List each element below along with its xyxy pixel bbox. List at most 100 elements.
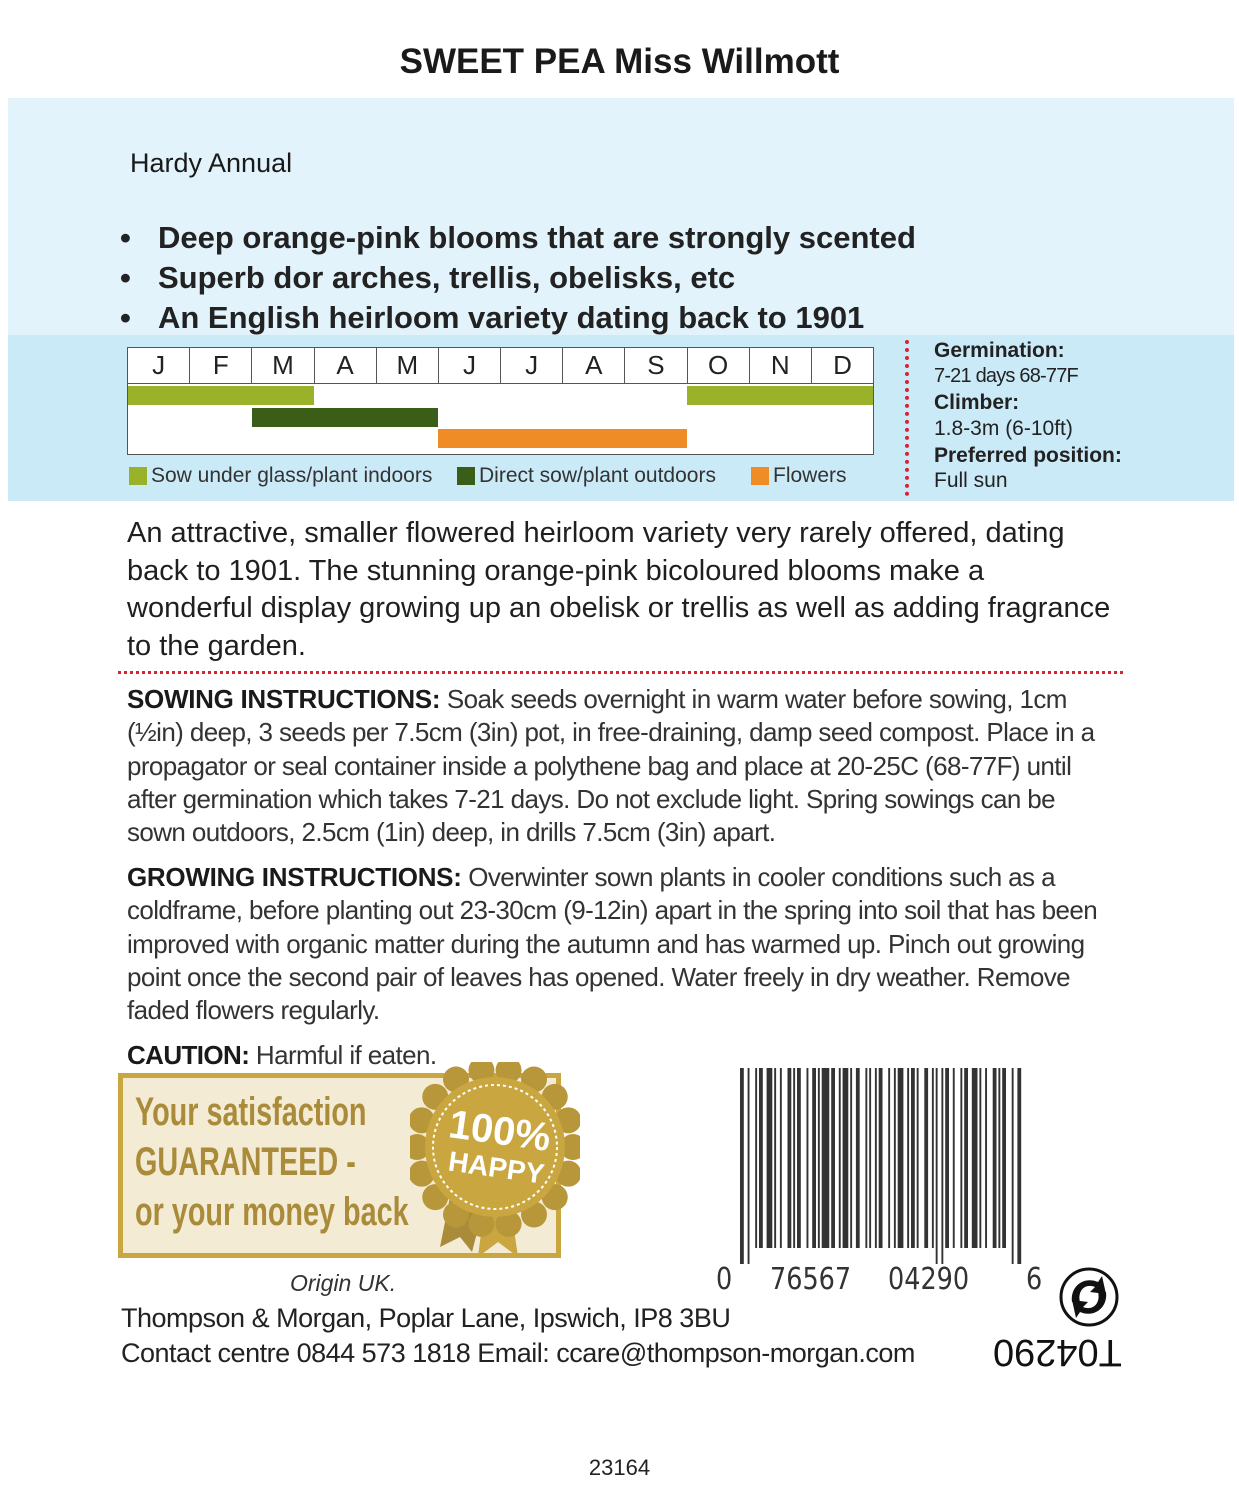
calendar-month: M bbox=[377, 348, 439, 383]
bullet-item: • An English heirloom variety dating back… bbox=[120, 300, 865, 335]
calendar-month: S bbox=[625, 348, 688, 383]
plant-type: Hardy Annual bbox=[130, 148, 293, 178]
barcode-bar bbox=[960, 1068, 963, 1248]
caution-label: CAUTION: bbox=[127, 1040, 250, 1070]
calendar-bar-sow_indoors bbox=[128, 386, 315, 405]
product-code: T04290 bbox=[993, 1331, 1122, 1373]
calendar-month: J bbox=[501, 348, 564, 383]
barcode-bar bbox=[747, 1068, 750, 1264]
barcode-bar bbox=[774, 1068, 777, 1248]
barcode-bar bbox=[1011, 1068, 1014, 1264]
calendar-month: J bbox=[128, 348, 191, 383]
bullet-text: An English heirloom variety dating back … bbox=[158, 300, 865, 335]
caution: CAUTION: Harmful if eaten. bbox=[127, 1040, 437, 1071]
product-title: SWEET PEA Miss Willmott bbox=[399, 42, 840, 81]
calendar-month: F bbox=[190, 348, 253, 383]
climber-value: 1.8-3m (6-10ft) bbox=[934, 417, 1073, 440]
legend-label: Direct sow/plant outdoors bbox=[479, 464, 716, 487]
calendar-month: A bbox=[315, 348, 377, 383]
guarantee-line: Your satisfaction bbox=[135, 1090, 367, 1134]
barcode-bar bbox=[979, 1068, 982, 1248]
guarantee-line: GUARANTEED - bbox=[135, 1140, 356, 1184]
barcode-bar bbox=[1002, 1068, 1006, 1248]
barcode-bar bbox=[759, 1068, 763, 1248]
header-band bbox=[8, 98, 1234, 335]
barcode-bar bbox=[838, 1068, 841, 1248]
barcode-bar bbox=[952, 1068, 955, 1248]
barcode-bar bbox=[888, 1068, 891, 1248]
barcode-bar bbox=[855, 1068, 860, 1248]
barcode-digit: 0 bbox=[716, 1262, 733, 1297]
legend-swatch bbox=[129, 467, 147, 485]
caution-text: Harmful if eaten. bbox=[249, 1040, 437, 1070]
barcode-bar bbox=[787, 1068, 792, 1248]
barcode-bar bbox=[793, 1068, 796, 1248]
barcode bbox=[740, 1068, 1022, 1264]
barcode-bar bbox=[779, 1068, 782, 1248]
barcode-bar bbox=[931, 1068, 934, 1248]
calendar-bar-flowers bbox=[438, 429, 687, 448]
position-value: Full sun bbox=[934, 469, 1008, 492]
calendar-month: J bbox=[439, 348, 502, 383]
germination-label: Germination: bbox=[934, 339, 1065, 362]
company-address: Thompson & Morgan, Poplar Lane, Ipswich,… bbox=[121, 1303, 731, 1333]
reference-number: 23164 bbox=[588, 1455, 651, 1480]
calendar-month: M bbox=[252, 348, 315, 383]
barcode-bar bbox=[924, 1068, 929, 1248]
barcode-bar bbox=[869, 1068, 872, 1248]
bullet-item: • Superb dor arches, trellis, obelisks, e… bbox=[120, 260, 736, 295]
barcode-bar bbox=[874, 1068, 877, 1248]
growing-instructions: GROWING INSTRUCTIONS: Overwinter sown pl… bbox=[127, 861, 1112, 1027]
sowing-label: SOWING INSTRUCTIONS: bbox=[127, 684, 441, 714]
guarantee-line: or your money back bbox=[135, 1190, 409, 1234]
barcode-bar bbox=[941, 1068, 944, 1264]
legend-sow-outdoors: Direct sow/plant outdoors bbox=[457, 464, 716, 488]
description: An attractive, smaller flowered heirloom… bbox=[127, 517, 1111, 662]
calendar-month: O bbox=[688, 348, 750, 383]
green-dot-recycle-icon bbox=[1059, 1267, 1119, 1327]
barcode-bar bbox=[878, 1068, 883, 1248]
barcode-digit: 76567 bbox=[770, 1262, 852, 1297]
sowing-text: Soak seeds overnight in warm water befor… bbox=[127, 684, 1095, 848]
barcode-bar bbox=[850, 1068, 853, 1248]
sowing-instructions: SOWING INSTRUCTIONS: Soak seeds overnigh… bbox=[127, 683, 1112, 849]
barcode-bar bbox=[812, 1068, 816, 1248]
barcode-bar bbox=[797, 1068, 801, 1248]
barcode-bar bbox=[893, 1068, 896, 1248]
barcode-bar bbox=[992, 1068, 997, 1248]
barcode-digit: 6 bbox=[1026, 1262, 1043, 1297]
legend-swatch bbox=[457, 467, 475, 485]
position-label: Preferred position: bbox=[934, 444, 1122, 467]
barcode-bar bbox=[817, 1068, 820, 1248]
bullet-text: Deep orange-pink blooms that are strongl… bbox=[158, 220, 916, 255]
legend-label: Sow under glass/plant indoors bbox=[151, 464, 433, 487]
calendar-month: D bbox=[833, 350, 852, 380]
barcode-bar bbox=[998, 1068, 1001, 1248]
barcode-bar bbox=[755, 1068, 758, 1248]
barcode-bar bbox=[935, 1068, 938, 1264]
legend-sow-indoors: Sow under glass/plant indoors bbox=[129, 464, 432, 488]
calendar-month: A bbox=[563, 348, 626, 383]
climber-label: Climber: bbox=[934, 391, 1020, 414]
contact-info: Contact centre 0844 573 1818 Email: ccar… bbox=[121, 1338, 915, 1368]
germination-value: 7-21 days 68-77F bbox=[934, 365, 1079, 387]
barcode-bar bbox=[1017, 1068, 1022, 1264]
barcode-bar bbox=[964, 1068, 968, 1248]
barcode-bar bbox=[766, 1068, 773, 1248]
origin: Origin UK. bbox=[290, 1270, 397, 1296]
barcode-bar bbox=[806, 1068, 809, 1248]
growing-text: Overwinter sown plants in cooler conditi… bbox=[127, 862, 1098, 1026]
bullet-text: Superb dor arches, trellis, obelisks, et… bbox=[158, 260, 736, 295]
barcode-bar bbox=[907, 1068, 910, 1248]
divider-vertical bbox=[905, 340, 909, 496]
legend-swatch bbox=[751, 467, 769, 485]
calendar-bar-sow_outdoors bbox=[252, 407, 439, 427]
barcode-bar bbox=[911, 1068, 915, 1248]
growing-label: GROWING INSTRUCTIONS: bbox=[127, 862, 462, 892]
calendar-bar-sow_indoors bbox=[686, 386, 873, 405]
calendar-month: N bbox=[750, 348, 812, 383]
legend-label: Flowers bbox=[773, 464, 847, 487]
barcode-bar bbox=[831, 1068, 835, 1248]
